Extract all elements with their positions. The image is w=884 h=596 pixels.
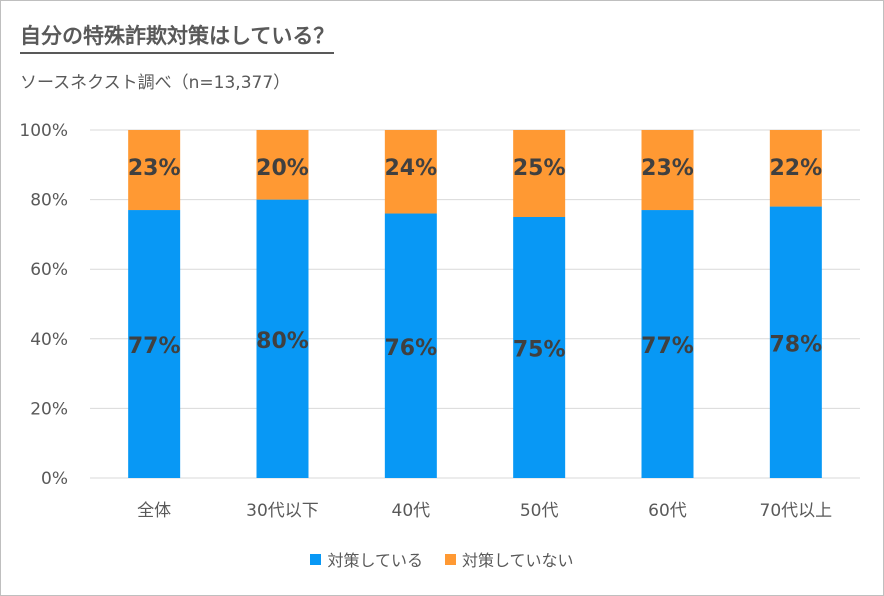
legend-swatch-no xyxy=(445,553,456,565)
bar-segment-yes xyxy=(384,213,437,478)
legend-swatch-yes xyxy=(310,553,322,565)
data-label: 22% xyxy=(769,156,822,181)
bar-segment-yes xyxy=(513,217,566,478)
legend-label-yes: 対策している xyxy=(327,551,423,570)
bar-segment-yes xyxy=(256,199,309,478)
bar-segment-no xyxy=(513,130,566,217)
data-label: 77% xyxy=(128,334,181,359)
bar-segment-no xyxy=(641,130,694,211)
x-tick-label: 40代 xyxy=(392,501,431,521)
chart-title: 自分の特殊詐欺対策はしている？ xyxy=(20,20,335,54)
data-label: 23% xyxy=(641,156,694,181)
x-tick-label: 30代以下 xyxy=(246,501,319,521)
y-tick-label: 40% xyxy=(30,330,68,350)
bar-segment-yes xyxy=(641,210,694,479)
bar-segment-yes xyxy=(128,210,181,479)
legend-item-yes: 対策している xyxy=(310,547,423,571)
legend-label-no: 対策していない xyxy=(462,551,574,570)
data-label: 20% xyxy=(256,156,309,181)
y-tick-label: 100% xyxy=(19,121,68,141)
chart-subtitle: ソースネクスト調べ（n=13,377） xyxy=(20,73,291,93)
y-tick-label: 0% xyxy=(41,469,68,489)
y-tick-label: 80% xyxy=(30,191,68,211)
legend: 対策している 対策していない xyxy=(0,547,884,571)
x-tick-label: 60代 xyxy=(648,501,687,521)
x-tick-label: 全体 xyxy=(137,501,171,521)
data-label: 77% xyxy=(641,334,694,359)
x-tick-label: 70代以上 xyxy=(760,501,833,521)
x-tick-label: 50代 xyxy=(520,501,559,521)
bar-segment-yes xyxy=(769,206,822,478)
y-tick-label: 60% xyxy=(30,260,68,280)
bar-segment-no xyxy=(384,130,437,214)
data-label: 80% xyxy=(256,329,309,354)
bar-segment-no xyxy=(769,130,822,207)
y-tick-label: 20% xyxy=(30,399,68,419)
data-label: 78% xyxy=(769,332,822,357)
bar-segment-no xyxy=(128,130,181,211)
bar-segment-no xyxy=(256,130,309,200)
data-label: 23% xyxy=(128,156,181,181)
data-label: 25% xyxy=(513,156,566,181)
data-label: 75% xyxy=(513,338,566,363)
data-label: 24% xyxy=(384,156,437,181)
data-label: 76% xyxy=(384,336,437,361)
legend-item-no: 対策していない xyxy=(445,547,574,571)
